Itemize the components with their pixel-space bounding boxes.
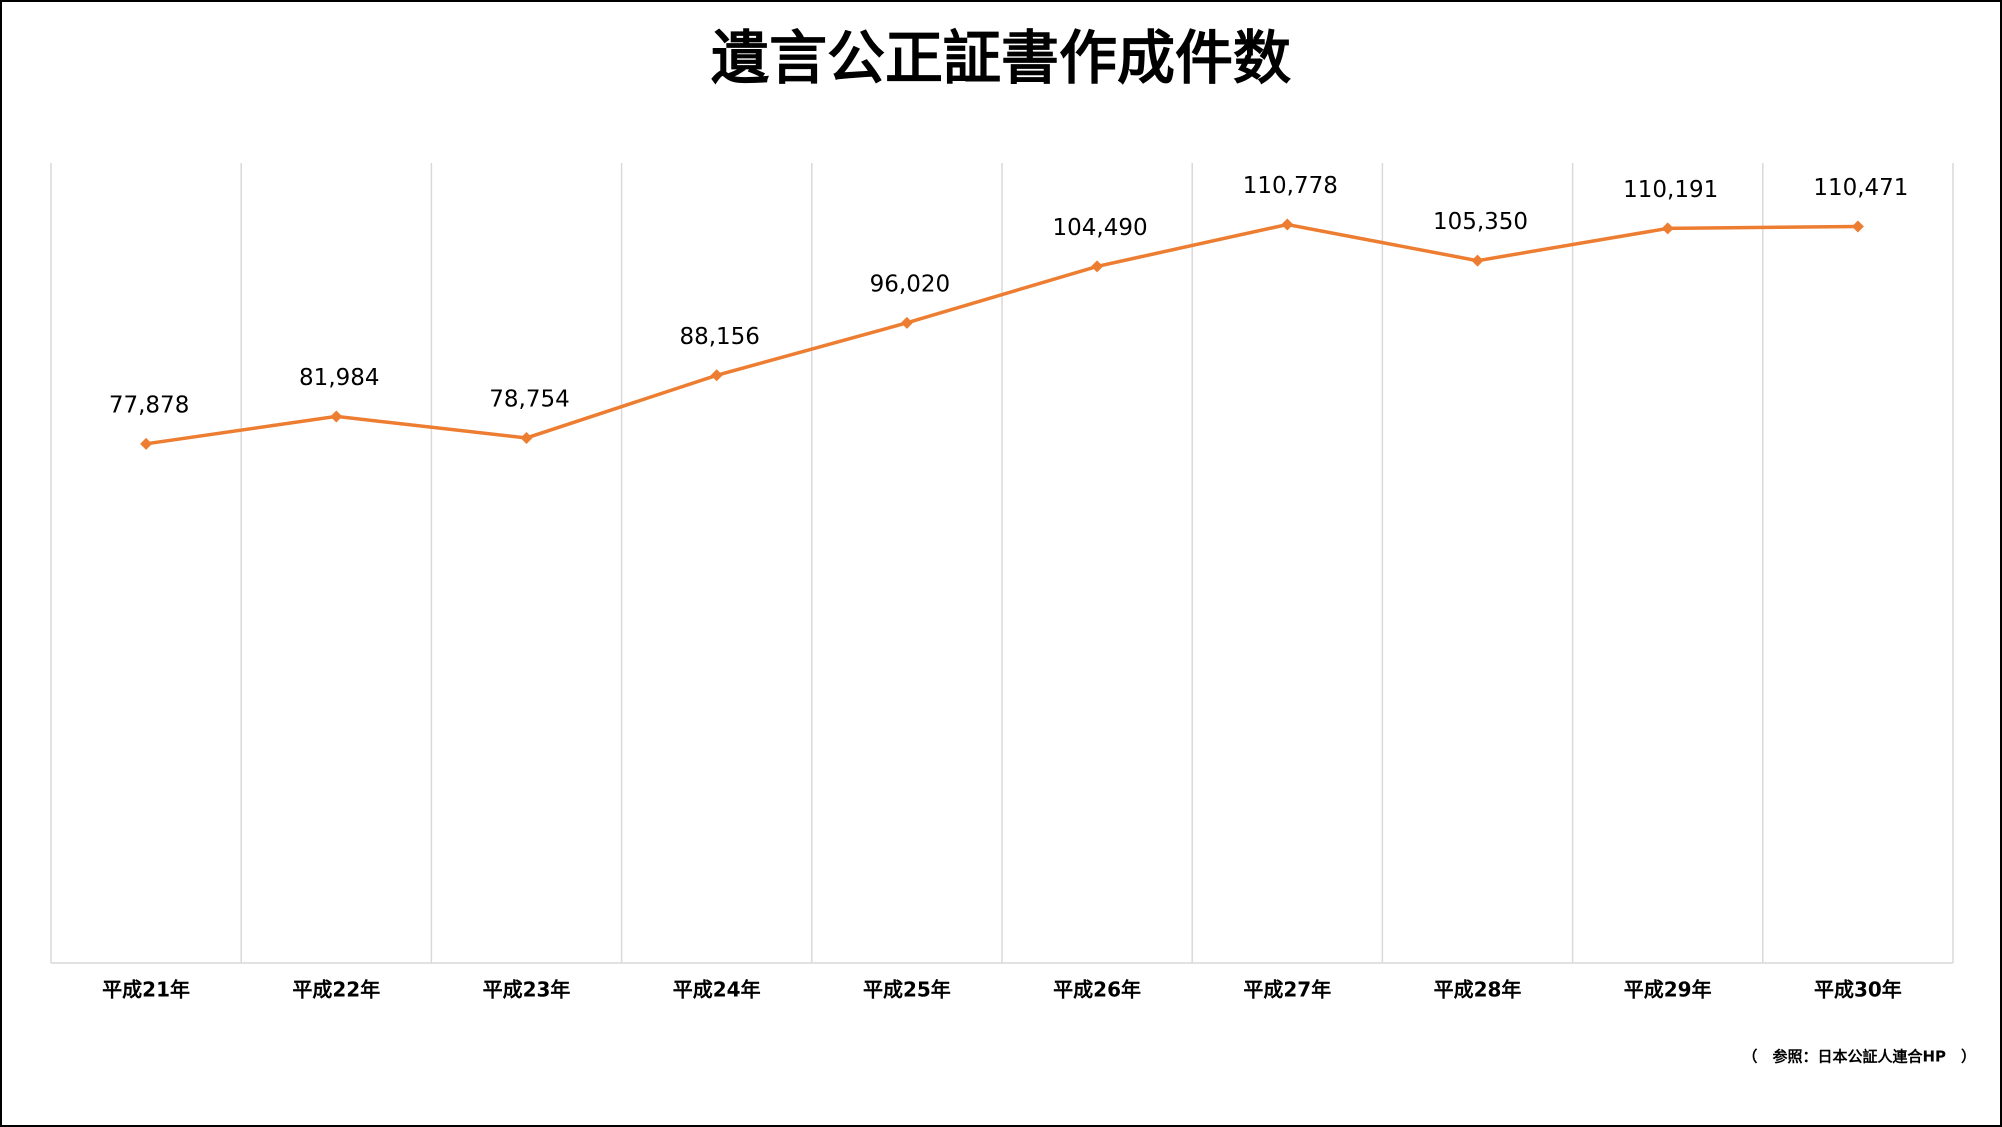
x-tick-label: 平成23年	[483, 978, 571, 1002]
x-tick-label: 平成25年	[863, 978, 951, 1002]
marker	[1851, 220, 1864, 233]
data-label: 78,754	[489, 386, 569, 412]
marker	[1661, 222, 1674, 235]
x-tick-label: 平成26年	[1053, 978, 1141, 1002]
x-tick-label: 平成24年	[673, 978, 761, 1002]
data-label: 88,156	[679, 324, 759, 350]
data-label: 104,490	[1053, 215, 1148, 241]
x-tick-label: 平成27年	[1243, 978, 1331, 1002]
chart-title: 遺言公正証書作成件数	[711, 24, 1291, 92]
data-label: 96,020	[870, 271, 950, 297]
data-label: 110,471	[1813, 175, 1908, 201]
x-tick-label: 平成29年	[1624, 978, 1712, 1002]
line	[145, 222, 1858, 446]
marker	[330, 410, 343, 423]
x-tick-label: 平成28年	[1434, 978, 1522, 1002]
marker	[140, 437, 153, 450]
marker	[1091, 260, 1104, 273]
marker	[710, 369, 723, 382]
data-label: 105,350	[1433, 209, 1528, 235]
x-tick-label: 平成21年	[102, 978, 190, 1002]
data-label: 77,878	[109, 392, 189, 418]
data-label: 110,191	[1623, 177, 1718, 203]
marker	[1471, 254, 1484, 267]
marker	[900, 316, 913, 329]
marker	[520, 431, 533, 444]
marker	[1281, 218, 1294, 231]
x-tick-label: 平成30年	[1814, 978, 1902, 1002]
data-label: 110,778	[1243, 173, 1338, 199]
source-note: （ 参照：日本公証人連合HP ）	[1742, 1048, 1976, 1066]
data-label: 81,984	[299, 365, 379, 391]
x-tick-label: 平成22年	[292, 978, 380, 1002]
